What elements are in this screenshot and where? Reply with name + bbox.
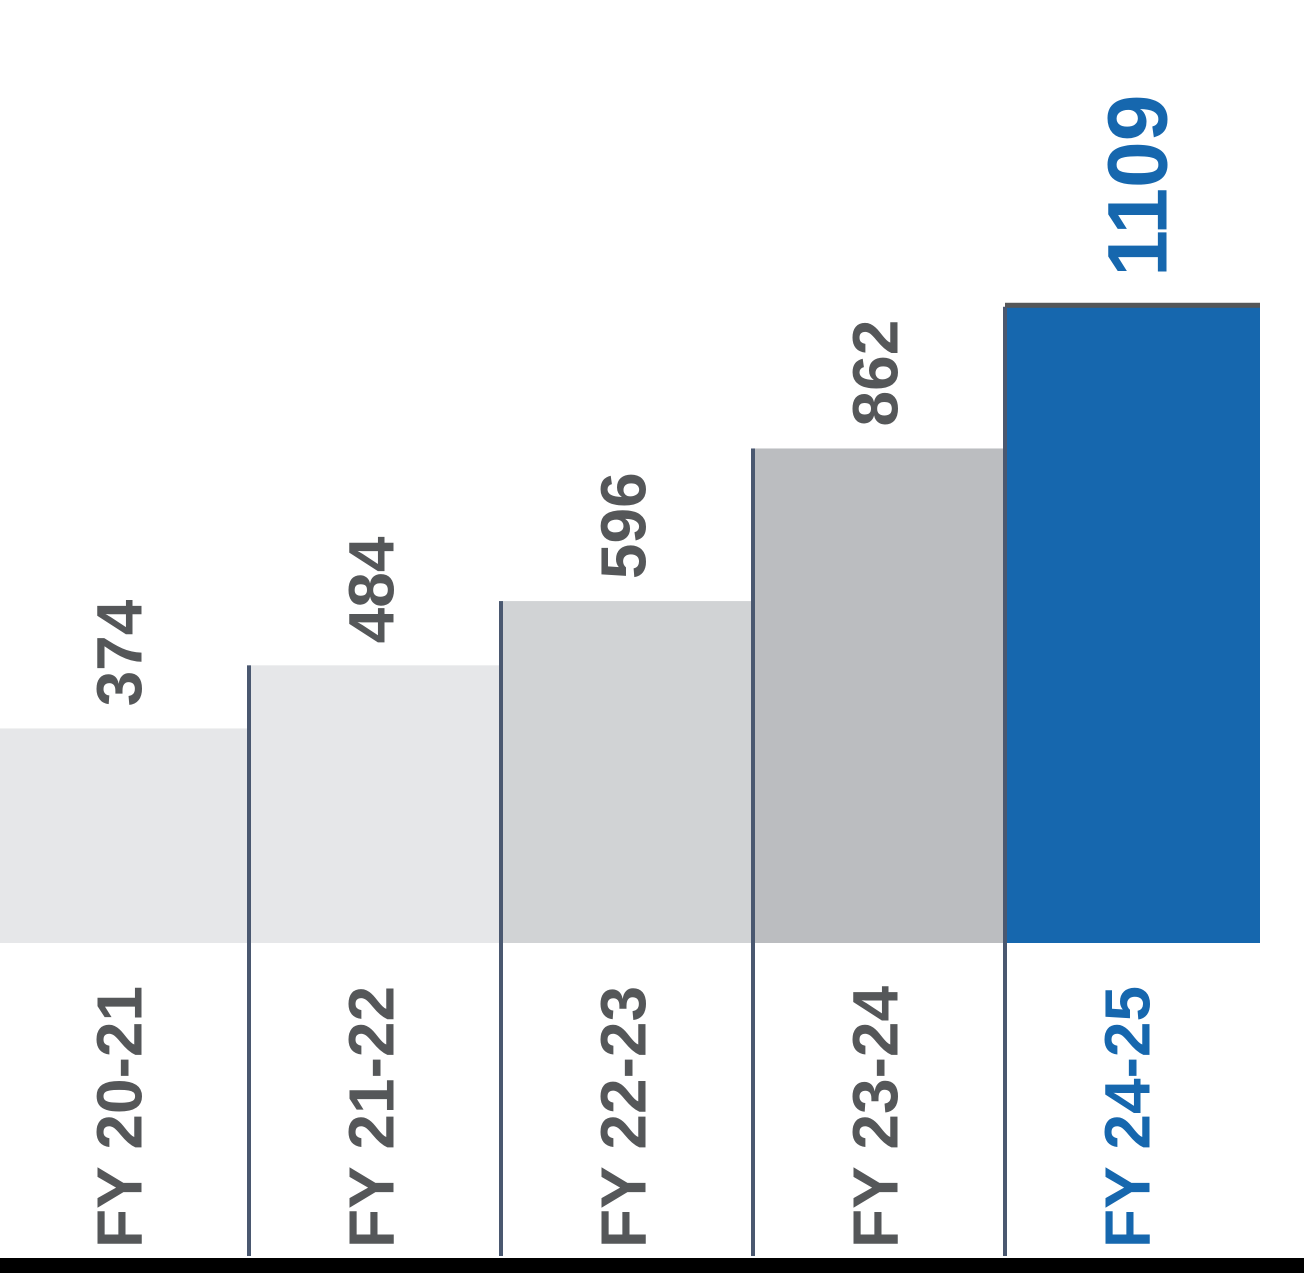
dividers-group (247, 306, 1007, 1257)
category-divider (1003, 306, 1007, 1256)
category-labels-group: FY 20-21 FY 21-22 FY 22-23 FY 23-24 FY 24-25 (83, 986, 1163, 1249)
value-label: 862 (839, 320, 911, 427)
value-label: 1109 (1091, 95, 1185, 277)
value-label: 596 (587, 472, 659, 579)
bar-fy-23-24 (753, 448, 1008, 943)
x-axis-baseline (0, 1258, 1304, 1273)
category-label: FY 23-24 (839, 986, 911, 1249)
category-label: FY 21-22 (335, 986, 407, 1248)
category-label: FY 24-25 (1091, 986, 1163, 1248)
bar-highlight-top-edge (1005, 302, 1260, 308)
value-label: 374 (83, 599, 155, 706)
bars-group (0, 302, 1260, 943)
bar-fy-24-25 (1005, 306, 1260, 943)
category-divider (499, 601, 503, 1256)
value-labels-group: 374 484 596 862 1109 (83, 95, 1184, 707)
category-divider (751, 448, 755, 1257)
bar-fy-20-21 (0, 728, 252, 943)
category-label: FY 20-21 (83, 986, 155, 1248)
bar-fy-22-23 (501, 601, 756, 943)
category-divider (247, 665, 251, 1256)
category-label: FY 22-23 (587, 986, 659, 1248)
value-label: 484 (335, 536, 407, 643)
bar-fy-21-22 (249, 665, 504, 943)
